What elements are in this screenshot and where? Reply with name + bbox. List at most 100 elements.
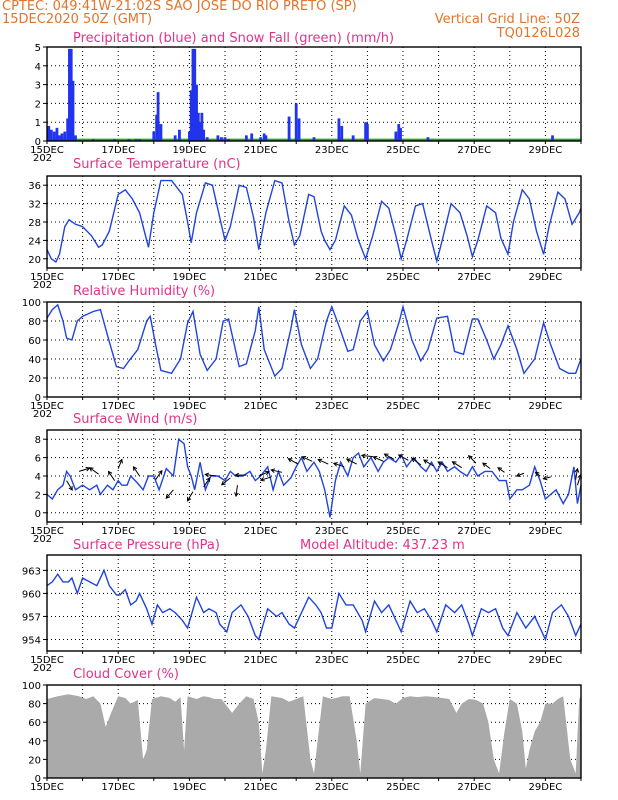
header-line1: CPTEC: 049:41W-21:02S SAO JOSE DO RIO PR…: [2, 0, 357, 14]
precip-ytick-label: 2: [35, 99, 41, 110]
precip-xtick-label: 23DEC: [315, 145, 349, 156]
precip-bar: [200, 112, 204, 141]
pres-ytick-label: 963: [22, 566, 41, 577]
wind-ytick-label: 0: [35, 509, 41, 520]
wind-arrow-head: [360, 453, 366, 459]
pres-xtick-label: 19DEC: [173, 655, 207, 666]
precip-bar: [71, 80, 75, 141]
rh-xtick-label: 15DEC: [30, 401, 64, 412]
wind-arrow-head: [220, 480, 226, 486]
wind-arrow-head: [132, 465, 138, 471]
wind-series-line: [46, 437, 582, 518]
precip-bar: [196, 112, 200, 141]
precip-bar: [551, 135, 554, 141]
wind-arrow: [411, 457, 422, 466]
precip-bar: [49, 129, 53, 141]
temp-ytick-label: 36: [28, 181, 41, 192]
temp-ytick-label: 28: [28, 218, 41, 229]
cloud-xtick-label: 17DEC: [101, 782, 135, 793]
cloud-xtick-label: 21DEC: [244, 782, 278, 793]
pres-xtick-label: 17DEC: [101, 655, 135, 666]
precip-xtick-label: 27DEC: [457, 145, 491, 156]
wind-title: Surface Wind (m/s): [73, 412, 197, 427]
wind-arrow: [361, 454, 373, 458]
wind-arrow: [271, 469, 283, 473]
cloud-frame: [46, 684, 582, 779]
precip-bar: [364, 122, 368, 141]
wind-arrow-head: [397, 454, 403, 459]
wind-xtick-label: 15DEC: [30, 526, 64, 537]
wind-arrow: [221, 477, 231, 486]
precip-bar: [134, 139, 138, 141]
precip-xtick-label: 25DEC: [386, 145, 420, 156]
precip-bar: [264, 135, 268, 141]
wind-arrow-head: [467, 455, 473, 460]
precip-xtick-label: 17DEC: [101, 145, 135, 156]
precip-xtick-label: 21DEC: [244, 145, 278, 156]
wind-arrow: [205, 473, 217, 477]
precip-bar: [340, 125, 344, 141]
wind-arrow: [203, 477, 211, 488]
temp-ytick-label: 20: [28, 255, 41, 266]
wind-arrow-head: [287, 458, 293, 463]
header-date: 15DEC2020 50Z (GMT): [2, 12, 153, 27]
wind-arrow: [468, 455, 477, 464]
wind-arrow-head: [423, 459, 428, 464]
rh-frame: [46, 301, 582, 398]
cloud-xtick-label: 29DEC: [529, 782, 563, 793]
wind-ytick-label: 6: [35, 454, 41, 465]
wind-arrow-head: [107, 470, 113, 476]
precip-ytick-label: 0: [35, 137, 41, 148]
rh-xtick-label: 21DEC: [244, 401, 278, 412]
cloud-ytick-label: 0: [35, 774, 41, 785]
precip-bar: [223, 137, 227, 141]
precip-bar: [113, 139, 117, 141]
precip-bar: [58, 135, 61, 141]
pres-ytick-label: 960: [22, 589, 41, 600]
wind-xtick-label: 21DEC: [244, 526, 278, 537]
temp-xtick-label: 23DEC: [315, 272, 349, 283]
cloud-xtick-label: 15DEC: [30, 782, 64, 793]
wind-arrow-head: [118, 458, 123, 464]
wind-arrow: [576, 474, 582, 486]
wind-arrow: [187, 491, 194, 502]
wind-arrow: [89, 467, 99, 475]
precip-bar: [193, 48, 197, 141]
wind-arrow: [117, 459, 123, 469]
wind-arrow-head: [534, 471, 540, 477]
rh-panel: [43, 301, 582, 400]
precip-bar: [198, 122, 202, 141]
temp-xtick-label: 15DEC: [30, 272, 64, 283]
wind-arrow-head: [332, 462, 338, 467]
cloud-ytick-label: 60: [28, 718, 41, 729]
rh-xtick-label: 17DEC: [101, 401, 135, 412]
pres-xtick-label: 21DEC: [244, 655, 278, 666]
temp-series-line: [46, 179, 582, 264]
temp-xtick-label: 27DEC: [457, 272, 491, 283]
rh-x-sublabel: 202: [33, 409, 52, 420]
header-model-id: TQ0126L028: [496, 26, 580, 41]
wind-ytick-label: 2: [35, 490, 41, 501]
rh-ytick-label: 0: [35, 393, 41, 404]
temp-xtick-label: 21DEC: [244, 272, 278, 283]
wind-arrow-head: [345, 458, 351, 463]
precip-bar: [156, 92, 160, 141]
rh-xtick-label: 27DEC: [457, 401, 491, 412]
precip-x-sublabel: 202: [33, 153, 52, 164]
temp-title: Surface Temperature (nC): [73, 157, 241, 172]
wind-arrow-head: [264, 470, 270, 476]
wind-arrow: [301, 456, 313, 462]
precip-bar: [127, 139, 131, 141]
precip-title: Precipitation (blue) and Snow Fall (gree…: [73, 31, 394, 46]
wind-arrow-head: [88, 467, 94, 472]
precip-ytick-label: 1: [35, 118, 41, 129]
pres-title: Surface Pressure (hPa): [73, 538, 220, 553]
wind-arrow: [575, 468, 578, 480]
precip-bar: [297, 118, 301, 141]
precip-bar: [366, 124, 369, 141]
temp-xtick-label: 17DEC: [101, 272, 135, 283]
rh-ytick-label: 80: [28, 317, 41, 328]
precip-bar: [55, 127, 59, 141]
precip-ytick-label: 3: [35, 81, 41, 92]
